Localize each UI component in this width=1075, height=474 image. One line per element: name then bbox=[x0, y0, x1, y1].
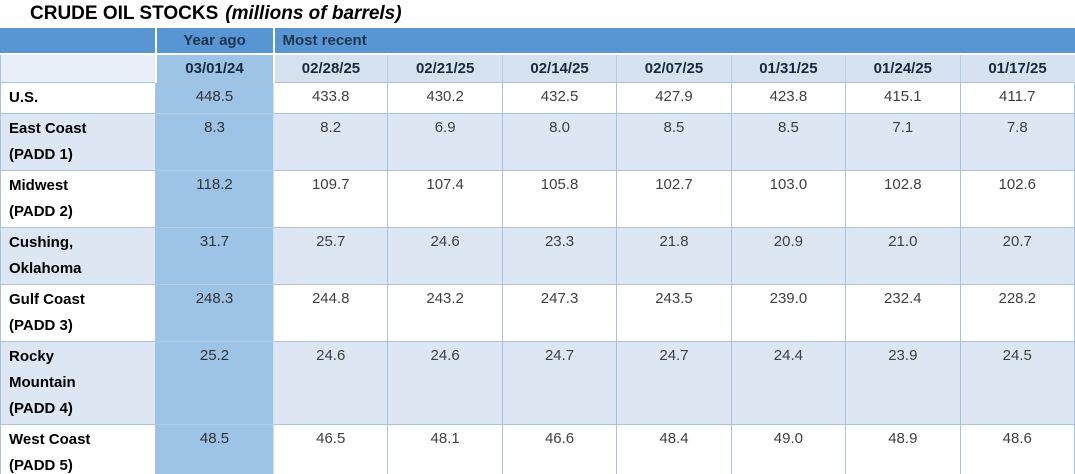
value-cell: 232.4 bbox=[845, 283, 961, 342]
group-header-row: Year ago Most recent bbox=[0, 28, 1075, 55]
value-cell: 48.4 bbox=[616, 423, 732, 474]
row-label: U.S. bbox=[0, 81, 156, 114]
column-header-date: 02/28/25 bbox=[272, 54, 388, 83]
value-cell: 24.5 bbox=[959, 340, 1075, 425]
column-header-date: 02/14/25 bbox=[501, 54, 617, 83]
row-label: Rocky Mountain (PADD 4) bbox=[0, 340, 156, 425]
value-cell: 48.1 bbox=[387, 423, 503, 474]
value-cell: 24.6 bbox=[272, 340, 389, 425]
row-label: Cushing, Oklahoma bbox=[0, 226, 156, 285]
value-cell: 411.7 bbox=[959, 81, 1075, 114]
page-title: CRUDE OIL STOCKS (millions of barrels) bbox=[0, 0, 1075, 28]
value-cell: 7.1 bbox=[845, 112, 961, 171]
value-cell: 49.0 bbox=[730, 423, 847, 474]
column-header-date: 01/24/25 bbox=[845, 54, 961, 83]
value-cell: 20.7 bbox=[959, 226, 1075, 285]
table-row: Rocky Mountain (PADD 4) 25.2 24.6 24.6 24.7 2… bbox=[0, 340, 1075, 425]
value-cell: 102.8 bbox=[845, 169, 961, 228]
value-cell: 8.0 bbox=[501, 112, 618, 171]
value-cell: 228.2 bbox=[959, 283, 1075, 342]
value-cell: 24.6 bbox=[387, 226, 503, 285]
value-cell: 48.9 bbox=[845, 423, 961, 474]
table-row: Cushing, Oklahoma 31.7 25.7 24.6 23.3 21.8 20.… bbox=[0, 226, 1075, 285]
value-cell: 102.7 bbox=[616, 169, 732, 228]
value-cell: 6.9 bbox=[387, 112, 503, 171]
row-label: East Coast (PADD 1) bbox=[0, 112, 156, 171]
column-header-date: 02/21/25 bbox=[387, 54, 503, 83]
year-ago-value-cell: 48.5 bbox=[155, 423, 274, 474]
value-cell: 244.8 bbox=[272, 283, 389, 342]
title-main: CRUDE OIL STOCKS bbox=[30, 3, 219, 24]
value-cell: 46.6 bbox=[501, 423, 618, 474]
value-cell: 105.8 bbox=[501, 169, 618, 228]
table-row: Gulf Coast (PADD 3) 248.3 244.8 243.2 247.3 2… bbox=[0, 283, 1075, 342]
most-recent-group-header: Most recent bbox=[273, 28, 1075, 55]
year-ago-value-cell: 118.2 bbox=[155, 169, 274, 228]
value-cell: 103.0 bbox=[730, 169, 847, 228]
row-label: West Coast (PADD 5) bbox=[0, 423, 156, 474]
row-label: Midwest (PADD 2) bbox=[0, 169, 156, 228]
value-cell: 109.7 bbox=[272, 169, 389, 228]
year-ago-value-cell: 8.3 bbox=[155, 112, 274, 171]
column-header-date: 02/07/25 bbox=[616, 54, 732, 83]
value-cell: 21.8 bbox=[616, 226, 732, 285]
column-header-date: 01/31/25 bbox=[730, 54, 846, 83]
value-cell: 415.1 bbox=[845, 81, 961, 114]
value-cell: 430.2 bbox=[387, 81, 503, 114]
value-cell: 25.7 bbox=[272, 226, 389, 285]
year-ago-value-cell: 31.7 bbox=[155, 226, 274, 285]
crude-oil-stocks-table: Year ago Most recent 03/01/24 02/28/25 02/… bbox=[0, 28, 1075, 474]
year-ago-group-header: Year ago bbox=[154, 28, 275, 55]
title-unit: (millions of barrels) bbox=[225, 3, 402, 24]
date-header-row: 03/01/24 02/28/25 02/21/25 02/14/25 02/07/25… bbox=[0, 54, 1075, 83]
value-cell: 243.2 bbox=[387, 283, 503, 342]
value-cell: 427.9 bbox=[616, 81, 732, 114]
value-cell: 107.4 bbox=[387, 169, 503, 228]
value-cell: 46.5 bbox=[272, 423, 389, 474]
value-cell: 423.8 bbox=[730, 81, 847, 114]
table-row: West Coast (PADD 5) 48.5 46.5 48.1 46.6 48.4 4… bbox=[0, 423, 1075, 474]
value-cell: 24.4 bbox=[730, 340, 847, 425]
value-cell: 8.5 bbox=[730, 112, 847, 171]
value-cell: 21.0 bbox=[845, 226, 961, 285]
year-ago-value-cell: 448.5 bbox=[155, 81, 274, 114]
row-label: Gulf Coast (PADD 3) bbox=[0, 283, 156, 342]
value-cell: 8.2 bbox=[272, 112, 389, 171]
value-cell: 432.5 bbox=[501, 81, 618, 114]
value-cell: 20.9 bbox=[730, 226, 847, 285]
value-cell: 8.5 bbox=[616, 112, 732, 171]
value-cell: 247.3 bbox=[501, 283, 618, 342]
table-row: East Coast (PADD 1) 8.3 8.2 6.9 8.0 8.5 8.5 7.1… bbox=[0, 112, 1075, 171]
value-cell: 23.9 bbox=[845, 340, 961, 425]
column-header-date: 01/17/25 bbox=[959, 54, 1075, 83]
column-header-date: 03/01/24 bbox=[154, 54, 275, 83]
value-cell: 7.8 bbox=[959, 112, 1075, 171]
corner-cell bbox=[0, 54, 156, 83]
table-row: U.S. 448.5 433.8 430.2 432.5 427.9 423.8 415.1 4… bbox=[0, 81, 1075, 114]
year-ago-value-cell: 248.3 bbox=[155, 283, 274, 342]
table-row: Midwest (PADD 2) 118.2 109.7 107.4 105.8 102.… bbox=[0, 169, 1075, 228]
corner-cell bbox=[0, 28, 156, 55]
value-cell: 48.6 bbox=[959, 423, 1075, 474]
value-cell: 433.8 bbox=[272, 81, 389, 114]
year-ago-value-cell: 25.2 bbox=[155, 340, 274, 425]
value-cell: 24.6 bbox=[387, 340, 503, 425]
value-cell: 24.7 bbox=[616, 340, 732, 425]
value-cell: 243.5 bbox=[616, 283, 732, 342]
value-cell: 239.0 bbox=[730, 283, 847, 342]
value-cell: 23.3 bbox=[501, 226, 618, 285]
value-cell: 24.7 bbox=[501, 340, 618, 425]
value-cell: 102.6 bbox=[959, 169, 1075, 228]
